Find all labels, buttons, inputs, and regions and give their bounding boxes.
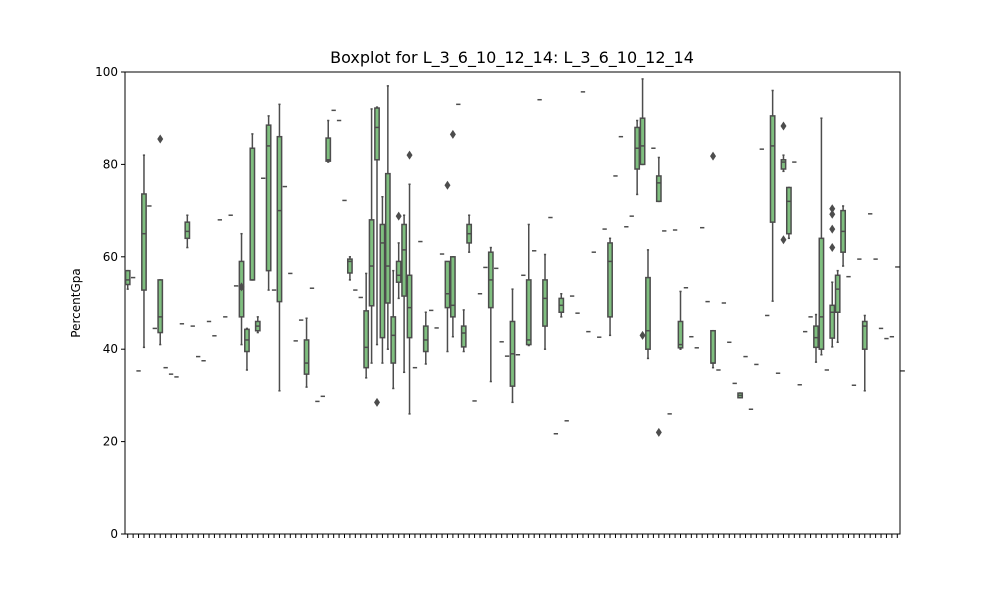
box (384, 172, 391, 304)
box (374, 107, 380, 161)
y-tick-label: 60 (103, 250, 118, 264)
box (780, 159, 787, 170)
outlier (395, 211, 402, 221)
box (769, 115, 776, 223)
outlier (444, 180, 451, 190)
outlier (157, 134, 164, 144)
box (395, 260, 402, 283)
box (276, 135, 283, 303)
box (834, 274, 841, 313)
outlier (780, 235, 787, 245)
box (422, 325, 429, 353)
box (390, 316, 397, 364)
outlier (639, 330, 646, 340)
box (368, 219, 375, 307)
box (607, 242, 613, 318)
outlier (710, 151, 717, 161)
outlier (829, 209, 836, 219)
outlier (449, 129, 456, 139)
outlier (780, 121, 787, 131)
box (184, 221, 191, 240)
box (346, 258, 353, 274)
box (677, 320, 684, 349)
chart-title: Boxplot for L_3_6_10_12_14: L_3_6_10_12_… (330, 48, 694, 68)
box (460, 325, 467, 348)
y-tick-label: 0 (110, 527, 118, 541)
box (525, 279, 532, 346)
box (813, 325, 819, 349)
outlier (406, 150, 413, 160)
box (818, 237, 825, 350)
box (157, 279, 164, 334)
box (249, 147, 256, 281)
box (401, 223, 408, 297)
box (542, 279, 548, 327)
box (655, 175, 662, 203)
box (124, 269, 131, 286)
box (325, 137, 332, 162)
box (379, 223, 386, 339)
outlier (829, 243, 836, 253)
outlier (829, 224, 836, 234)
box (710, 329, 716, 364)
outlier (829, 204, 836, 214)
box (639, 117, 646, 166)
box (363, 310, 370, 369)
box (303, 339, 310, 375)
outlier (374, 397, 381, 407)
box (265, 124, 272, 272)
y-tick-label: 40 (103, 342, 118, 356)
box (406, 274, 413, 339)
box (141, 193, 147, 291)
y-axis-label: PercentGpa (69, 268, 83, 337)
box (449, 256, 456, 318)
outlier (655, 427, 662, 437)
y-tick-label: 20 (103, 435, 118, 449)
box (785, 186, 792, 235)
box (645, 276, 651, 350)
box (444, 260, 451, 309)
y-tick-label: 100 (95, 65, 118, 79)
box (861, 320, 868, 350)
box (829, 304, 836, 339)
y-tick-label: 80 (103, 157, 118, 171)
outlier (238, 282, 245, 292)
